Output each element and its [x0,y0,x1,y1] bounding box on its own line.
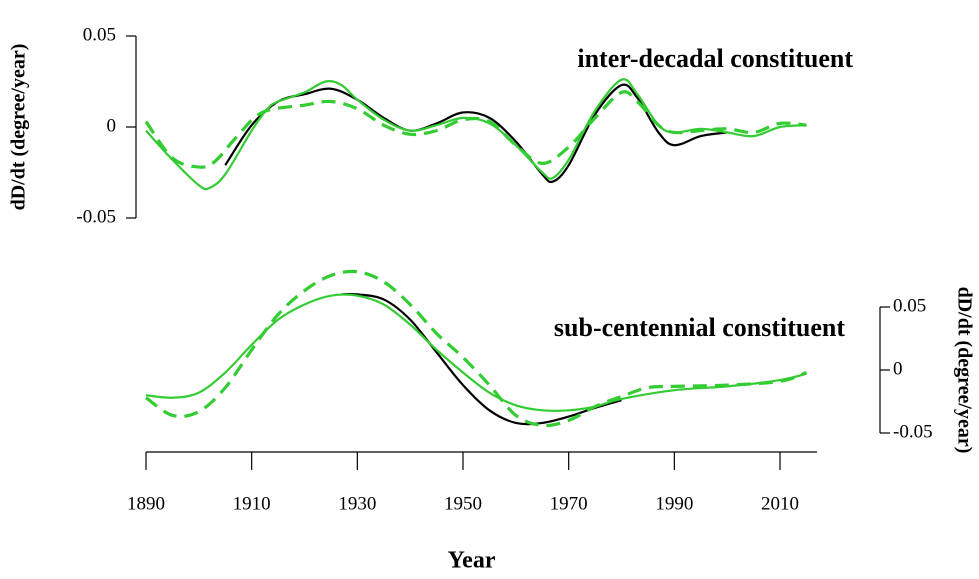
x-tick-label: 1990 [655,493,693,514]
y-tick-label: 0.05 [893,295,926,316]
x-tick-label: 1970 [550,493,588,514]
y-tick-label: 0.05 [83,24,116,45]
data-line [145,269,807,428]
y-tick-label: -0.05 [893,421,933,442]
panel-title: sub-centennial constituent [554,313,845,342]
x-tick-label: 1950 [444,493,482,514]
x-tick-label: 1930 [338,493,376,514]
x-tick-label: 1910 [233,493,271,514]
y-axis-label: dD/dt (degree/year) [953,287,975,454]
x-axis-label: Year [448,548,496,574]
data-line [145,293,807,412]
y-tick-label: -0.05 [76,206,116,227]
data-line [341,292,622,426]
data-line [224,83,728,184]
data-line [144,90,807,169]
y-axis-label: dD/dt (degree/year) [8,44,30,211]
x-tick-label: 2010 [761,493,799,514]
panel-title: inter-decadal constituent [577,44,853,73]
y-tick-label: 0 [107,115,117,136]
y-tick-label: 0 [893,358,903,379]
x-tick-label: 1890 [127,493,165,514]
